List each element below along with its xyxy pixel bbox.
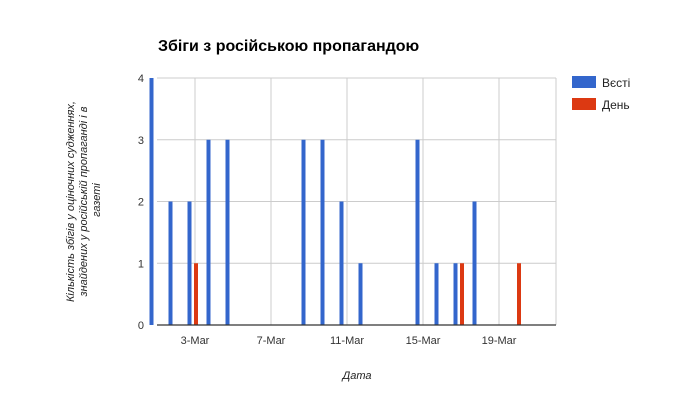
grid-layer	[157, 77, 557, 325]
bar-den	[460, 263, 464, 325]
y-tick-label: 3	[138, 135, 144, 147]
bar-vesti	[301, 139, 306, 325]
bar-layer	[149, 78, 521, 325]
y-axis-title: Кількість збігів у оціночних судженнях, …	[65, 98, 103, 302]
legend-label: Вєсті	[602, 76, 630, 90]
x-tick-label: 19-Mar	[482, 335, 517, 347]
bar-vesti	[453, 263, 458, 325]
x-tick-label: 7-Mar	[257, 335, 286, 347]
legend-label: День	[602, 98, 630, 112]
y-tick-label: 4	[138, 73, 144, 85]
bar-vesti	[168, 201, 173, 325]
y-tick-label: 2	[138, 197, 144, 209]
bar-vesti	[187, 201, 192, 325]
bar-vesti	[206, 139, 211, 325]
y-axis-title-line-1: Кількість збігів у оціночних судженнях,	[65, 101, 77, 302]
x-tick-label: 15-Mar	[406, 335, 441, 347]
bar-vesti	[358, 263, 363, 325]
legend-swatch	[572, 98, 596, 110]
legend-swatch	[572, 76, 596, 88]
bar-vesti	[225, 139, 230, 325]
bar-den	[194, 263, 198, 325]
y-axis-title-line-3: газеті	[91, 183, 103, 217]
y-tick-label: 0	[138, 320, 144, 332]
x-axis-title: Дата	[340, 370, 371, 382]
bar-vesti	[149, 78, 154, 325]
bar-vesti	[339, 201, 344, 325]
y-tick-label: 1	[138, 258, 144, 270]
bar-vesti	[415, 139, 420, 325]
bar-vesti	[434, 263, 439, 325]
x-tick-label: 11-Mar	[330, 335, 364, 347]
axis-layer: 0 1 2 3 4 3-Mar 7-Mar 11-Mar 15-Mar 19-Mar	[138, 73, 556, 347]
x-tick-label: 3-Mar	[181, 335, 210, 347]
bar-vesti	[320, 139, 325, 325]
legend-layer: Вєсті День	[572, 76, 630, 112]
bar-vesti	[472, 201, 477, 325]
bar-den	[517, 263, 521, 325]
chart-title: Збіги з російською пропагандою	[158, 38, 420, 55]
y-axis-title-line-2: знайдених у російській пропаганді і в	[78, 106, 90, 297]
